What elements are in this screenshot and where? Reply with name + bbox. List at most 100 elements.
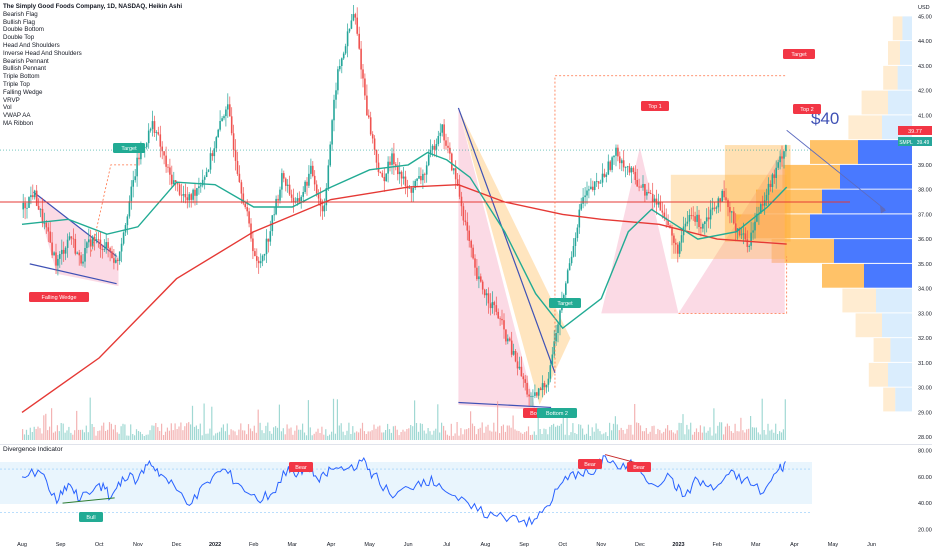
currency-label: USD bbox=[918, 5, 930, 11]
volume-bar bbox=[294, 430, 296, 440]
price-axis-tick: 39.00 bbox=[918, 163, 932, 169]
candle-body bbox=[673, 235, 675, 243]
volume-bar bbox=[276, 427, 279, 440]
volume-bar bbox=[286, 424, 288, 440]
indicator-item[interactable]: Bearish Flag bbox=[3, 10, 38, 18]
volume-bar bbox=[470, 411, 472, 440]
candle-body bbox=[203, 177, 206, 180]
candle-body bbox=[82, 261, 84, 264]
volume-bar bbox=[116, 432, 118, 440]
candle-body bbox=[402, 176, 405, 179]
candle-body bbox=[449, 147, 451, 154]
candle-body bbox=[456, 179, 459, 186]
volume-bar bbox=[665, 428, 667, 440]
candle-body bbox=[383, 176, 386, 182]
candle-body bbox=[174, 180, 177, 182]
volume-bar bbox=[518, 431, 520, 440]
volume-bar bbox=[599, 431, 601, 440]
candle-body bbox=[269, 231, 272, 242]
indicator-item[interactable]: VRVP bbox=[3, 96, 20, 104]
candle-body bbox=[595, 181, 598, 182]
indicator-item[interactable]: MA Ribbon bbox=[3, 119, 34, 127]
volume-bar bbox=[390, 432, 392, 440]
volume-bar bbox=[226, 423, 228, 440]
indicator-item[interactable]: Bearish Pennant bbox=[3, 57, 49, 65]
candle-body bbox=[553, 341, 555, 355]
indicator-item[interactable]: Falling Wedge bbox=[3, 88, 43, 96]
candle-body bbox=[180, 194, 183, 196]
volume-profile-sell-bar bbox=[883, 387, 896, 412]
candle-body bbox=[341, 58, 343, 66]
indicator-item[interactable]: Triple Top bbox=[3, 80, 30, 88]
candle-body bbox=[628, 166, 631, 173]
candle-body bbox=[259, 261, 262, 264]
candle-body bbox=[348, 28, 351, 32]
candle-body bbox=[667, 220, 669, 226]
indicator-item[interactable]: Bullish Flag bbox=[3, 18, 35, 26]
indicator-item[interactable]: Inverse Head And Shoulders bbox=[3, 49, 82, 57]
volume-bar bbox=[724, 426, 727, 440]
candle-body bbox=[30, 195, 32, 198]
volume-bar bbox=[545, 429, 547, 440]
indicator-item[interactable]: Double Bottom bbox=[3, 26, 44, 34]
volume-bar bbox=[387, 423, 389, 440]
indicator-item[interactable]: Vol bbox=[3, 104, 12, 112]
indicator-item[interactable]: VWAP AA bbox=[3, 112, 31, 120]
volume-bar bbox=[759, 434, 761, 440]
volume-bar bbox=[755, 427, 757, 440]
volume-profile-buy-bar bbox=[895, 387, 912, 412]
volume-bar bbox=[419, 423, 421, 440]
volume-bar bbox=[462, 434, 464, 440]
volume-bar bbox=[302, 423, 304, 440]
candle-body bbox=[775, 167, 777, 178]
time-axis-tick: Aug bbox=[17, 542, 27, 548]
volume-bar bbox=[358, 432, 360, 440]
candle-body bbox=[678, 242, 681, 254]
volume-bar bbox=[190, 424, 192, 440]
volume-bar bbox=[166, 427, 168, 440]
volume-bar bbox=[728, 425, 730, 440]
volume-bar bbox=[331, 431, 333, 440]
candle-body bbox=[277, 198, 279, 201]
candle-body bbox=[615, 147, 617, 156]
volume-bar bbox=[269, 431, 271, 440]
candle-body bbox=[736, 228, 739, 231]
volume-profile-sell-bar bbox=[868, 362, 888, 387]
candle-body bbox=[391, 153, 393, 165]
candle-body bbox=[99, 239, 102, 249]
volume-bar bbox=[313, 433, 315, 440]
candle-body bbox=[785, 145, 787, 152]
candle-body bbox=[26, 207, 28, 209]
volume-bar bbox=[64, 432, 66, 440]
candle-body bbox=[408, 188, 411, 189]
time-axis-tick: Oct bbox=[95, 542, 104, 548]
volume-profile-buy-bar bbox=[822, 189, 912, 214]
indicator-item[interactable]: Bullish Pennant bbox=[3, 65, 46, 73]
volume-bar bbox=[164, 431, 167, 440]
candle-body bbox=[410, 188, 413, 193]
bear-label: Bear bbox=[295, 465, 307, 471]
indicator-item[interactable]: Triple Bottom bbox=[3, 73, 40, 81]
volume-bar bbox=[392, 426, 394, 440]
indicator-item[interactable]: Head And Shoulders bbox=[3, 41, 60, 49]
candle-body bbox=[397, 165, 399, 175]
indicator-item[interactable]: Double Top bbox=[3, 34, 35, 42]
volume-bar bbox=[141, 434, 143, 440]
candle-body bbox=[605, 174, 608, 177]
volume-bar bbox=[199, 423, 201, 440]
bear-label: Bear bbox=[633, 465, 645, 471]
ma-red-line bbox=[21, 183, 787, 413]
volume-bar bbox=[47, 430, 49, 440]
candle-body bbox=[530, 396, 532, 397]
volume-bar bbox=[609, 422, 611, 440]
candle-body bbox=[412, 188, 414, 193]
volume-bar bbox=[784, 399, 786, 440]
candle-body bbox=[599, 182, 602, 184]
volume-profile-buy-bar bbox=[876, 288, 912, 313]
candle-body bbox=[704, 221, 706, 224]
candle-body bbox=[362, 69, 364, 79]
candle-body bbox=[576, 227, 579, 238]
candle-body bbox=[257, 260, 260, 264]
volume-bar bbox=[750, 416, 752, 440]
